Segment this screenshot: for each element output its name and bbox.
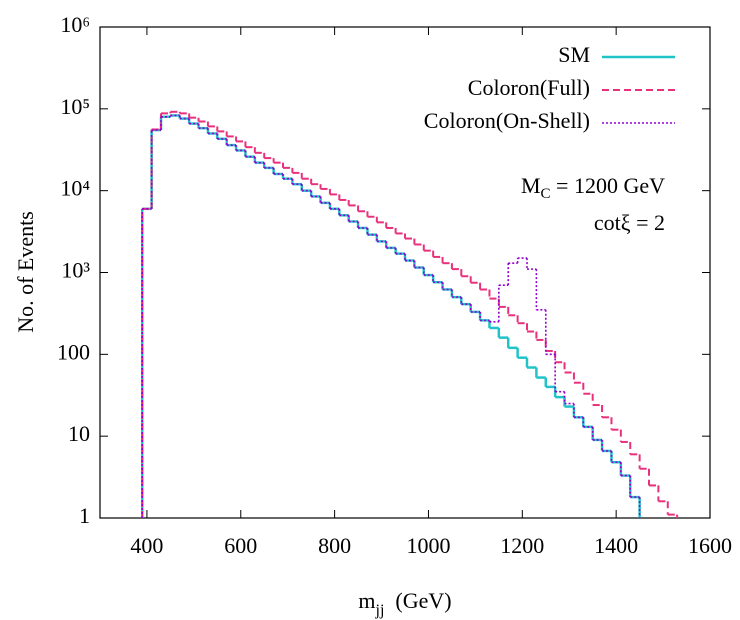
y-tick-label: 1 (79, 503, 90, 528)
legend-label: Coloron(On-Shell) (424, 108, 590, 133)
x-tick-label: 800 (318, 533, 351, 558)
x-tick-label: 1200 (500, 533, 544, 558)
y-tick-label: 10⁴ (60, 176, 90, 201)
annotation-sub: C (541, 186, 551, 202)
y-axis-label: No. of Events (13, 211, 38, 333)
legend-label: Coloron(Full) (468, 75, 590, 100)
annotation: MC = 1200 GeV (521, 173, 665, 202)
legend-label: SM (558, 42, 590, 67)
x-label-sub: jj (375, 602, 385, 619)
x-label-main: m (358, 588, 375, 613)
x-tick-label: 600 (224, 533, 257, 558)
x-tick-label: 1400 (594, 533, 638, 558)
x-tick-label: 400 (130, 533, 163, 558)
annotation-rest: = 1200 GeV (551, 173, 666, 198)
x-axis-label: mjj (GeV) (358, 588, 451, 619)
x-label-rest: (GeV) (384, 588, 451, 613)
y-tick-label: 10⁵ (60, 94, 90, 119)
y-tick-label: 100 (57, 339, 90, 364)
annotation: cotξ = 2 (594, 210, 665, 235)
x-tick-label: 1000 (406, 533, 450, 558)
y-tick-label: 10³ (61, 258, 90, 283)
annotation-main: M (521, 173, 541, 198)
x-tick-label: 1600 (688, 533, 732, 558)
y-tick-label: 10⁶ (60, 12, 90, 37)
y-tick-label: 10 (68, 421, 90, 446)
plot-frame (99, 26, 711, 519)
